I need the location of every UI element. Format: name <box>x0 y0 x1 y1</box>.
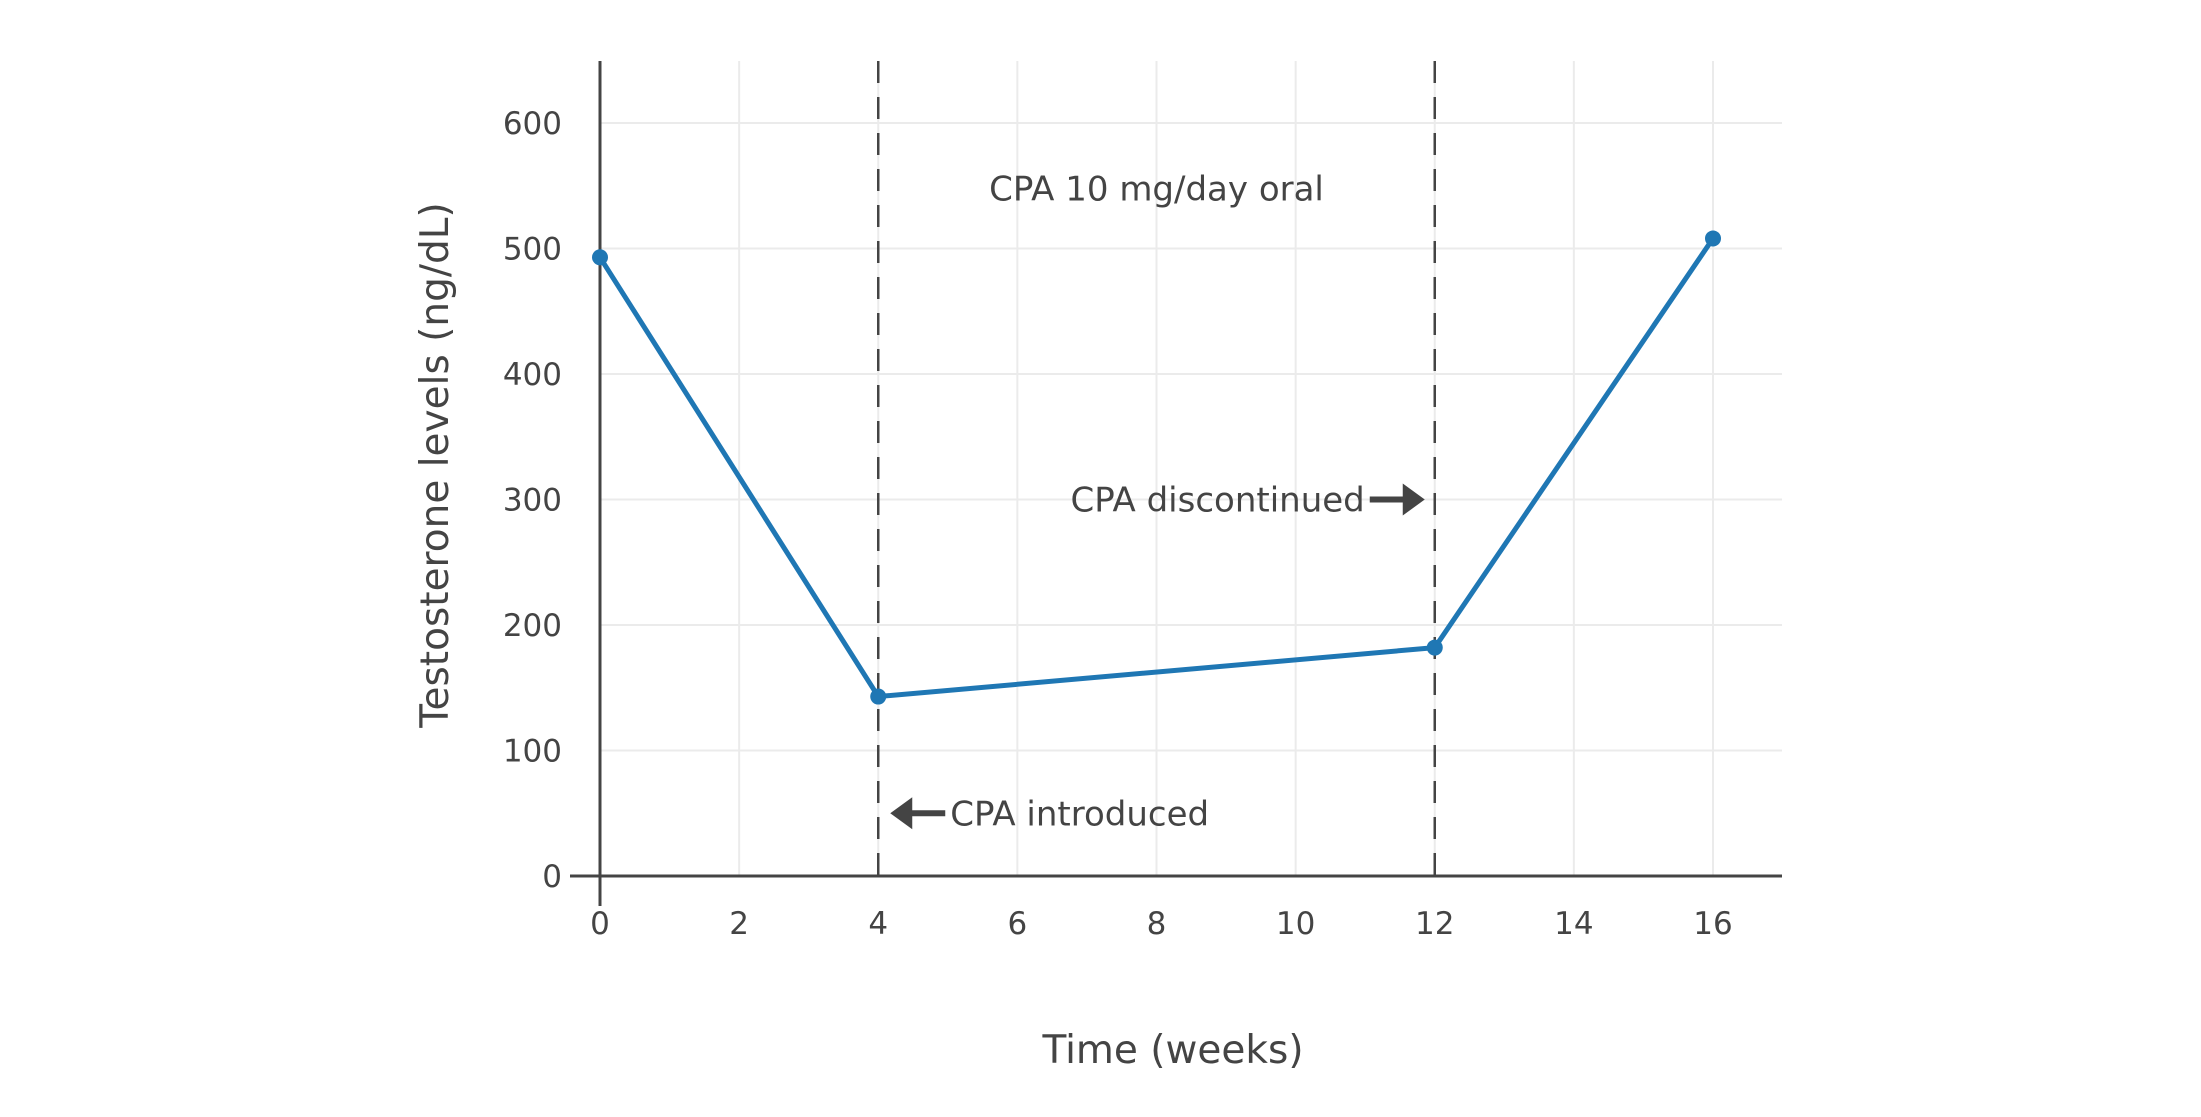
x-tick-label: 2 <box>729 906 749 942</box>
x-tick-label: 6 <box>1008 906 1028 942</box>
series <box>592 230 1721 705</box>
annotation-label: CPA 10 mg/day oral <box>989 169 1324 209</box>
y-tick-label: 200 <box>503 608 562 644</box>
y-tick-label: 100 <box>503 734 562 770</box>
x-tick-label: 12 <box>1415 906 1454 942</box>
x-axis-title: Time (weeks) <box>1041 1028 1303 1073</box>
tick-labels: 0 2 4 6 8 10 12 14 16 0 100 200 300 400 500 600 <box>503 106 1733 942</box>
x-tick-label: 10 <box>1276 906 1315 942</box>
y-axis-title: Testosterone levels (ng/dL) <box>413 202 458 728</box>
reference-lines <box>877 61 1436 876</box>
y-tick-label: 400 <box>503 357 562 393</box>
x-tick-label: 14 <box>1554 906 1593 942</box>
series-line <box>597 237 1716 700</box>
y-tick-label: 500 <box>503 232 562 268</box>
data-point <box>592 249 608 266</box>
x-tick-label: 8 <box>1147 906 1167 942</box>
grid <box>599 61 1782 877</box>
x-tick-label: 4 <box>868 906 888 942</box>
x-tick-label: 16 <box>1693 906 1732 942</box>
annotation-label: CPA discontinued <box>1070 481 1364 521</box>
data-point <box>1705 230 1721 247</box>
x-tick-label: 0 <box>590 906 610 942</box>
annotations: CPA 10 mg/day oral CPA discontinued CPA in… <box>890 169 1425 834</box>
data-point <box>1426 639 1443 656</box>
y-tick-label: 0 <box>542 859 562 895</box>
arrow-right-icon <box>1402 483 1425 516</box>
arrow-left-icon <box>890 797 913 830</box>
axes <box>570 61 1782 906</box>
y-tick-label: 300 <box>503 483 562 519</box>
annotation-label: CPA introduced <box>950 794 1209 834</box>
y-tick-label: 600 <box>503 106 562 142</box>
data-point <box>870 688 887 705</box>
